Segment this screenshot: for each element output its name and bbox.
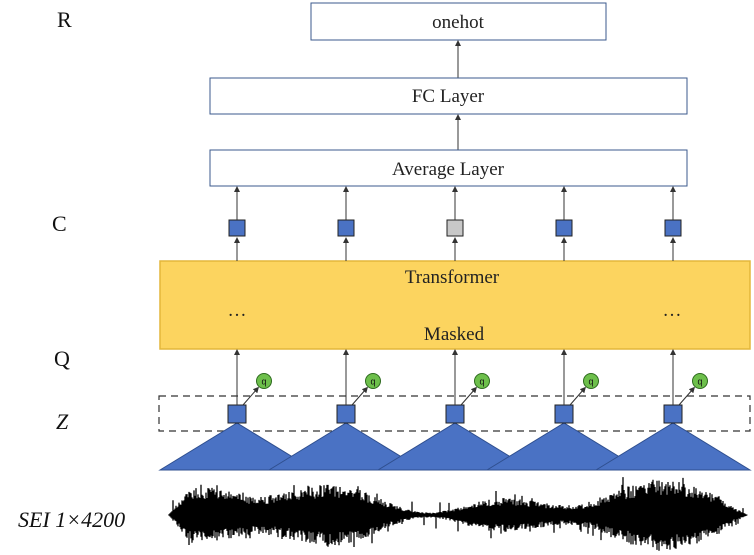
ellipsis-left: … bbox=[228, 300, 247, 321]
z-to-quantizer-arrow bbox=[351, 386, 368, 406]
ellipsis-right: … bbox=[663, 300, 682, 321]
quantizer-label: q bbox=[479, 377, 484, 387]
onehot-box bbox=[310, 2, 607, 41]
quantizer-circle bbox=[256, 373, 272, 389]
encoder-triangle bbox=[158, 422, 316, 471]
label-c: C bbox=[52, 211, 67, 236]
z-to-quantizer-arrow bbox=[242, 386, 259, 406]
encoder-triangle bbox=[485, 422, 643, 471]
encoder-triangle bbox=[594, 422, 752, 471]
quantizer-circle bbox=[365, 373, 381, 389]
transformer-block bbox=[159, 260, 751, 350]
masked-label: Masked bbox=[424, 324, 485, 345]
quantizer-circle bbox=[583, 373, 599, 389]
fc-layer-box bbox=[209, 77, 688, 115]
z-to-quantizer-arrow bbox=[460, 386, 477, 406]
onehot-label: onehot bbox=[432, 12, 484, 33]
z-to-quantizer-arrow bbox=[678, 386, 695, 406]
c-token bbox=[337, 219, 355, 237]
quantizer-label: q bbox=[370, 377, 375, 387]
label-r: R bbox=[57, 7, 72, 32]
label-signal: SEI 1×4200 bbox=[18, 507, 125, 532]
average-layer-label: Average Layer bbox=[392, 159, 505, 180]
c-token bbox=[228, 219, 246, 237]
c-token bbox=[664, 219, 682, 237]
z-latent-square bbox=[554, 404, 574, 424]
c-token bbox=[555, 219, 573, 237]
z-latent-square bbox=[445, 404, 465, 424]
quantizer-label: q bbox=[697, 377, 702, 387]
label-z: Z bbox=[56, 409, 69, 434]
c-token-masked bbox=[446, 219, 464, 237]
quantizer-label: q bbox=[588, 377, 593, 387]
z-latent-square bbox=[227, 404, 247, 424]
waveform-path bbox=[168, 477, 748, 551]
sei-signal-waveform bbox=[168, 477, 748, 551]
z-latent-square bbox=[663, 404, 683, 424]
encoder-triangle bbox=[267, 422, 425, 471]
z-latent-square bbox=[336, 404, 356, 424]
encoder-triangle bbox=[376, 422, 534, 471]
label-q: Q bbox=[54, 346, 70, 371]
transformer-label: Transformer bbox=[405, 267, 500, 288]
average-layer-box bbox=[209, 149, 688, 187]
quantizer-circle bbox=[692, 373, 708, 389]
z-to-quantizer-arrow bbox=[569, 386, 586, 406]
quantizer-circle bbox=[474, 373, 490, 389]
fc-layer-label: FC Layer bbox=[412, 86, 485, 107]
quantizer-label: q bbox=[261, 377, 266, 387]
